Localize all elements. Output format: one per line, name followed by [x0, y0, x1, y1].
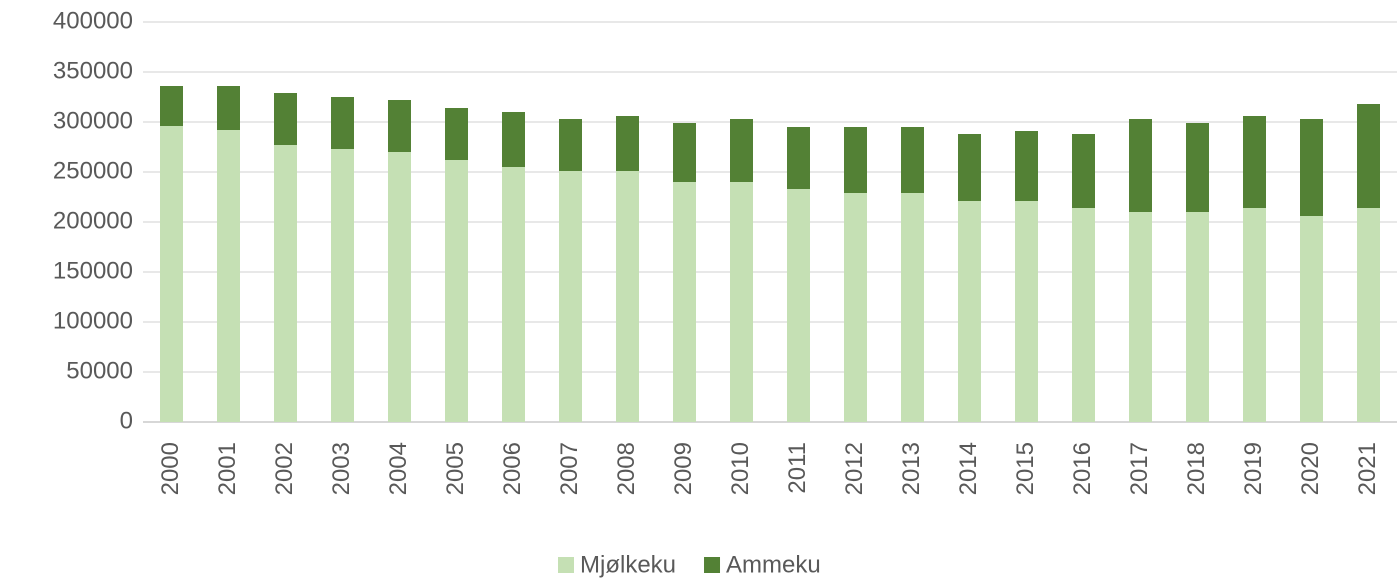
bar [217, 130, 240, 422]
x-tick-label: 2006 [499, 442, 526, 495]
y-tick-label: 50000 [66, 357, 133, 384]
bar [1015, 201, 1038, 422]
y-tick-label: 350000 [53, 57, 133, 84]
bar [160, 126, 183, 422]
y-tick-label: 300000 [53, 107, 133, 134]
bar [1300, 216, 1323, 422]
bar [1015, 131, 1038, 201]
bar [1357, 208, 1380, 422]
bar [901, 127, 924, 193]
bar [331, 97, 354, 149]
bar [1243, 116, 1266, 208]
bar [844, 127, 867, 193]
legend-swatch [704, 557, 721, 573]
x-tick-label: 2021 [1354, 442, 1381, 495]
bar [616, 116, 639, 171]
x-tick-label: 2001 [214, 442, 241, 495]
bar [502, 112, 525, 167]
y-tick-label: 150000 [53, 257, 133, 284]
bar [559, 171, 582, 422]
x-tick-label: 2002 [271, 442, 298, 495]
bar [958, 134, 981, 201]
x-tick-label: 2007 [556, 442, 583, 495]
y-tick-label: 250000 [53, 157, 133, 184]
bar [673, 182, 696, 422]
x-tick-label: 2003 [328, 442, 355, 495]
bar [445, 108, 468, 160]
x-tick-label: 2004 [385, 442, 412, 495]
y-tick-label: 400000 [53, 7, 133, 34]
bar [787, 127, 810, 189]
bar [1072, 134, 1095, 208]
bar [901, 193, 924, 422]
bar [445, 160, 468, 422]
x-tick-label: 2012 [841, 442, 868, 495]
bar [502, 167, 525, 422]
legend-swatch [558, 557, 574, 573]
x-tick-label: 2018 [1183, 442, 1210, 495]
bar [1300, 119, 1323, 216]
bar [274, 145, 297, 422]
bar [1186, 212, 1209, 422]
bar [1129, 212, 1152, 422]
y-tick-label: 0 [120, 407, 133, 434]
legend-label: Ammeku [726, 551, 821, 578]
x-tick-label: 2020 [1297, 442, 1324, 495]
bar [1186, 123, 1209, 212]
bar [730, 182, 753, 422]
x-tick-label: 2016 [1069, 442, 1096, 495]
bar [331, 149, 354, 422]
bar [217, 86, 240, 130]
bar [559, 119, 582, 171]
bar [388, 152, 411, 422]
x-tick-label: 2009 [670, 442, 697, 495]
legend-label: Mjølkeku [580, 551, 676, 578]
bar [274, 93, 297, 145]
x-tick-label: 2008 [613, 442, 640, 495]
y-tick-label: 100000 [53, 307, 133, 334]
bar [844, 193, 867, 422]
bar [730, 119, 753, 182]
bar [388, 100, 411, 152]
x-tick-label: 2015 [1012, 442, 1039, 495]
bar [673, 123, 696, 182]
bar [1243, 208, 1266, 422]
bar [1129, 119, 1152, 212]
x-tick-label: 2014 [955, 442, 982, 495]
x-tick-label: 2005 [442, 442, 469, 495]
x-tick-label: 2000 [157, 442, 184, 495]
x-tick-label: 2011 [784, 442, 811, 494]
bar [1072, 208, 1095, 422]
bar [787, 189, 810, 422]
bar [616, 171, 639, 422]
x-tick-label: 2019 [1240, 442, 1267, 495]
x-tick-label: 2013 [898, 442, 925, 495]
x-tick-label: 2010 [727, 442, 754, 495]
y-tick-label: 200000 [53, 207, 133, 234]
bar [160, 86, 183, 126]
x-tick-label: 2017 [1126, 442, 1153, 495]
bar [1357, 104, 1380, 208]
bar [958, 201, 981, 422]
